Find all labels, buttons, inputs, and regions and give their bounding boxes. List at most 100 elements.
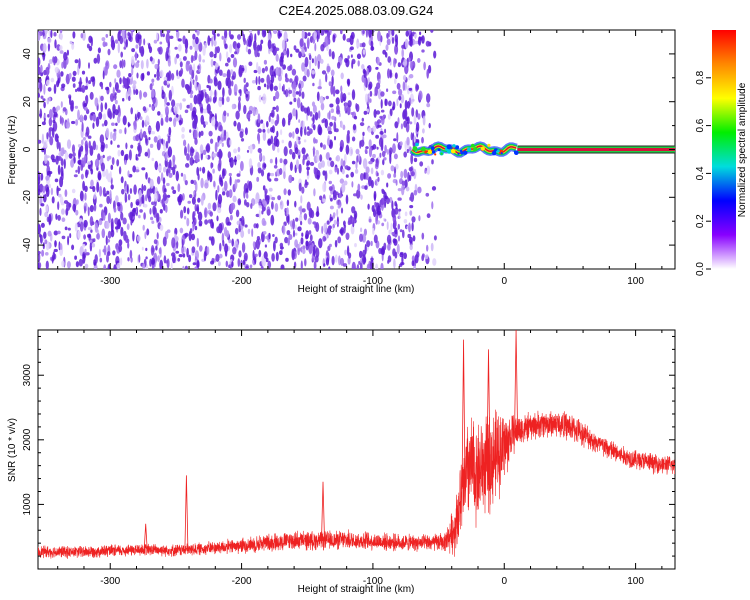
spectral-noise-dot: [261, 255, 265, 267]
spectral-noise-dot: [331, 115, 335, 120]
spectral-noise-dot: [204, 219, 209, 225]
spectral-noise-dot: [319, 195, 323, 201]
spectral-noise-dot: [401, 255, 404, 265]
spectral-noise-dot: [300, 126, 303, 137]
spectral-noise-dot: [391, 106, 395, 111]
spectral-noise-dot: [331, 75, 334, 87]
spectral-noise-dot: [238, 200, 241, 204]
spectral-noise-dot: [257, 128, 262, 133]
spectral-noise-dot: [116, 262, 121, 269]
ridge-blob: [447, 149, 452, 154]
spectral-noise-dot: [228, 172, 232, 177]
spectral-noise-dot: [184, 146, 187, 156]
spectral-noise-dot: [411, 222, 414, 232]
spectral-noise-dot: [124, 197, 128, 203]
spectral-noise-dot: [75, 119, 79, 126]
spectral-noise-dot: [45, 186, 50, 198]
spectral-noise-dot: [410, 132, 413, 141]
spectral-noise-dot: [351, 181, 354, 188]
spectral-noise-dot: [162, 236, 167, 247]
spectral-noise-dot: [58, 193, 62, 198]
spectral-noise-dot: [400, 94, 405, 104]
spectral-noise-dot: [272, 30, 278, 34]
spectral-noise-dot: [44, 30, 48, 35]
spectral-noise-dot: [416, 251, 420, 258]
spectral-noise-dot: [415, 121, 420, 133]
spectral-noise-dot: [181, 245, 185, 255]
spectral-noise-dot: [364, 185, 368, 190]
ridge-blob: [430, 146, 435, 151]
spectral-noise-dot: [264, 244, 267, 248]
spectral-noise-dot: [38, 176, 41, 185]
spectral-noise-dot: [292, 131, 295, 139]
spectral-noise-dot: [207, 171, 211, 178]
spectral-noise-dot: [219, 242, 222, 252]
spectral-noise-dot: [210, 138, 214, 144]
spectral-noise-dot: [197, 83, 202, 93]
spectral-noise-dot: [264, 188, 268, 195]
spectral-noise-dot: [365, 166, 370, 174]
spectral-noise-dot: [393, 258, 396, 269]
spectral-noise-dot: [433, 235, 437, 241]
spectral-noise-dot: [232, 247, 237, 255]
spectral-noise-dot: [254, 33, 257, 43]
spectral-noise-dot: [118, 30, 122, 35]
spectral-noise-dot: [44, 113, 47, 119]
spectral-noise-dot: [368, 30, 372, 38]
spectral-noise-dot: [107, 212, 111, 224]
spectral-noise-dot: [364, 93, 368, 103]
spectral-noise-dot: [367, 203, 370, 210]
spectral-noise-dot: [78, 58, 81, 69]
spectral-noise-dot: [316, 174, 320, 180]
spectral-noise-dot: [117, 42, 121, 54]
spectral-noise-dot: [39, 207, 42, 216]
spectral-noise-dot: [408, 222, 411, 233]
spectral-noise-dot: [280, 264, 285, 269]
spectral-noise-dot: [373, 190, 377, 200]
spectral-noise-dot: [55, 135, 59, 139]
ridge-blob: [457, 152, 460, 155]
spectral-noise-dot: [309, 234, 313, 242]
spectral-ridge: [409, 141, 675, 158]
spectral-noise-dot: [66, 49, 69, 56]
spectral-noise-dot: [349, 46, 354, 51]
spectral-noise-dot: [337, 61, 341, 69]
spectral-noise-dot: [237, 100, 241, 112]
spectral-noise-dot: [301, 147, 306, 155]
spectral-noise-dot: [127, 121, 130, 128]
spectral-noise-dot: [338, 112, 341, 118]
spectral-noise-dot: [271, 109, 275, 118]
spectral-noise-dot: [328, 130, 333, 135]
spectral-noise-dot: [351, 160, 356, 165]
spectral-noise-dot: [72, 31, 76, 39]
spectral-noise-dot: [280, 30, 283, 34]
spectral-noise-dot: [263, 251, 268, 260]
spectral-noise-dot: [283, 158, 288, 165]
spectral-noise-dot: [306, 169, 309, 176]
spectral-noise-dot: [318, 238, 323, 249]
spectral-noise-dot: [374, 180, 377, 186]
spectral-noise-dot: [196, 30, 200, 36]
spectral-noise-dot: [188, 254, 192, 263]
spectral-noise-dot: [216, 215, 219, 222]
spectral-noise-dot: [139, 90, 142, 100]
spectral-noise-dot: [184, 109, 189, 114]
spectral-noise-dot: [238, 250, 242, 258]
spectral-noise-dot: [394, 207, 399, 215]
spectral-noise-dot: [355, 160, 358, 170]
spectral-noise-dot: [279, 56, 284, 67]
spectral-noise-dot: [156, 32, 158, 40]
spectral-noise-dot: [100, 95, 104, 102]
spectral-noise-dot: [85, 146, 89, 156]
spectral-noise-dot: [261, 30, 266, 38]
spectral-noise-dot: [300, 220, 303, 226]
spectral-noise-dot: [298, 182, 302, 192]
spectral-noise-dot: [142, 130, 147, 138]
spectral-noise-dot: [99, 203, 103, 208]
spectral-noise-dot: [244, 127, 248, 136]
spectral-noise-dot: [40, 203, 45, 207]
ridge-blob: [500, 152, 503, 155]
spectral-noise-dot: [332, 34, 336, 43]
spectral-noise-dot: [90, 76, 95, 82]
spectral-noise-dot: [411, 216, 416, 223]
